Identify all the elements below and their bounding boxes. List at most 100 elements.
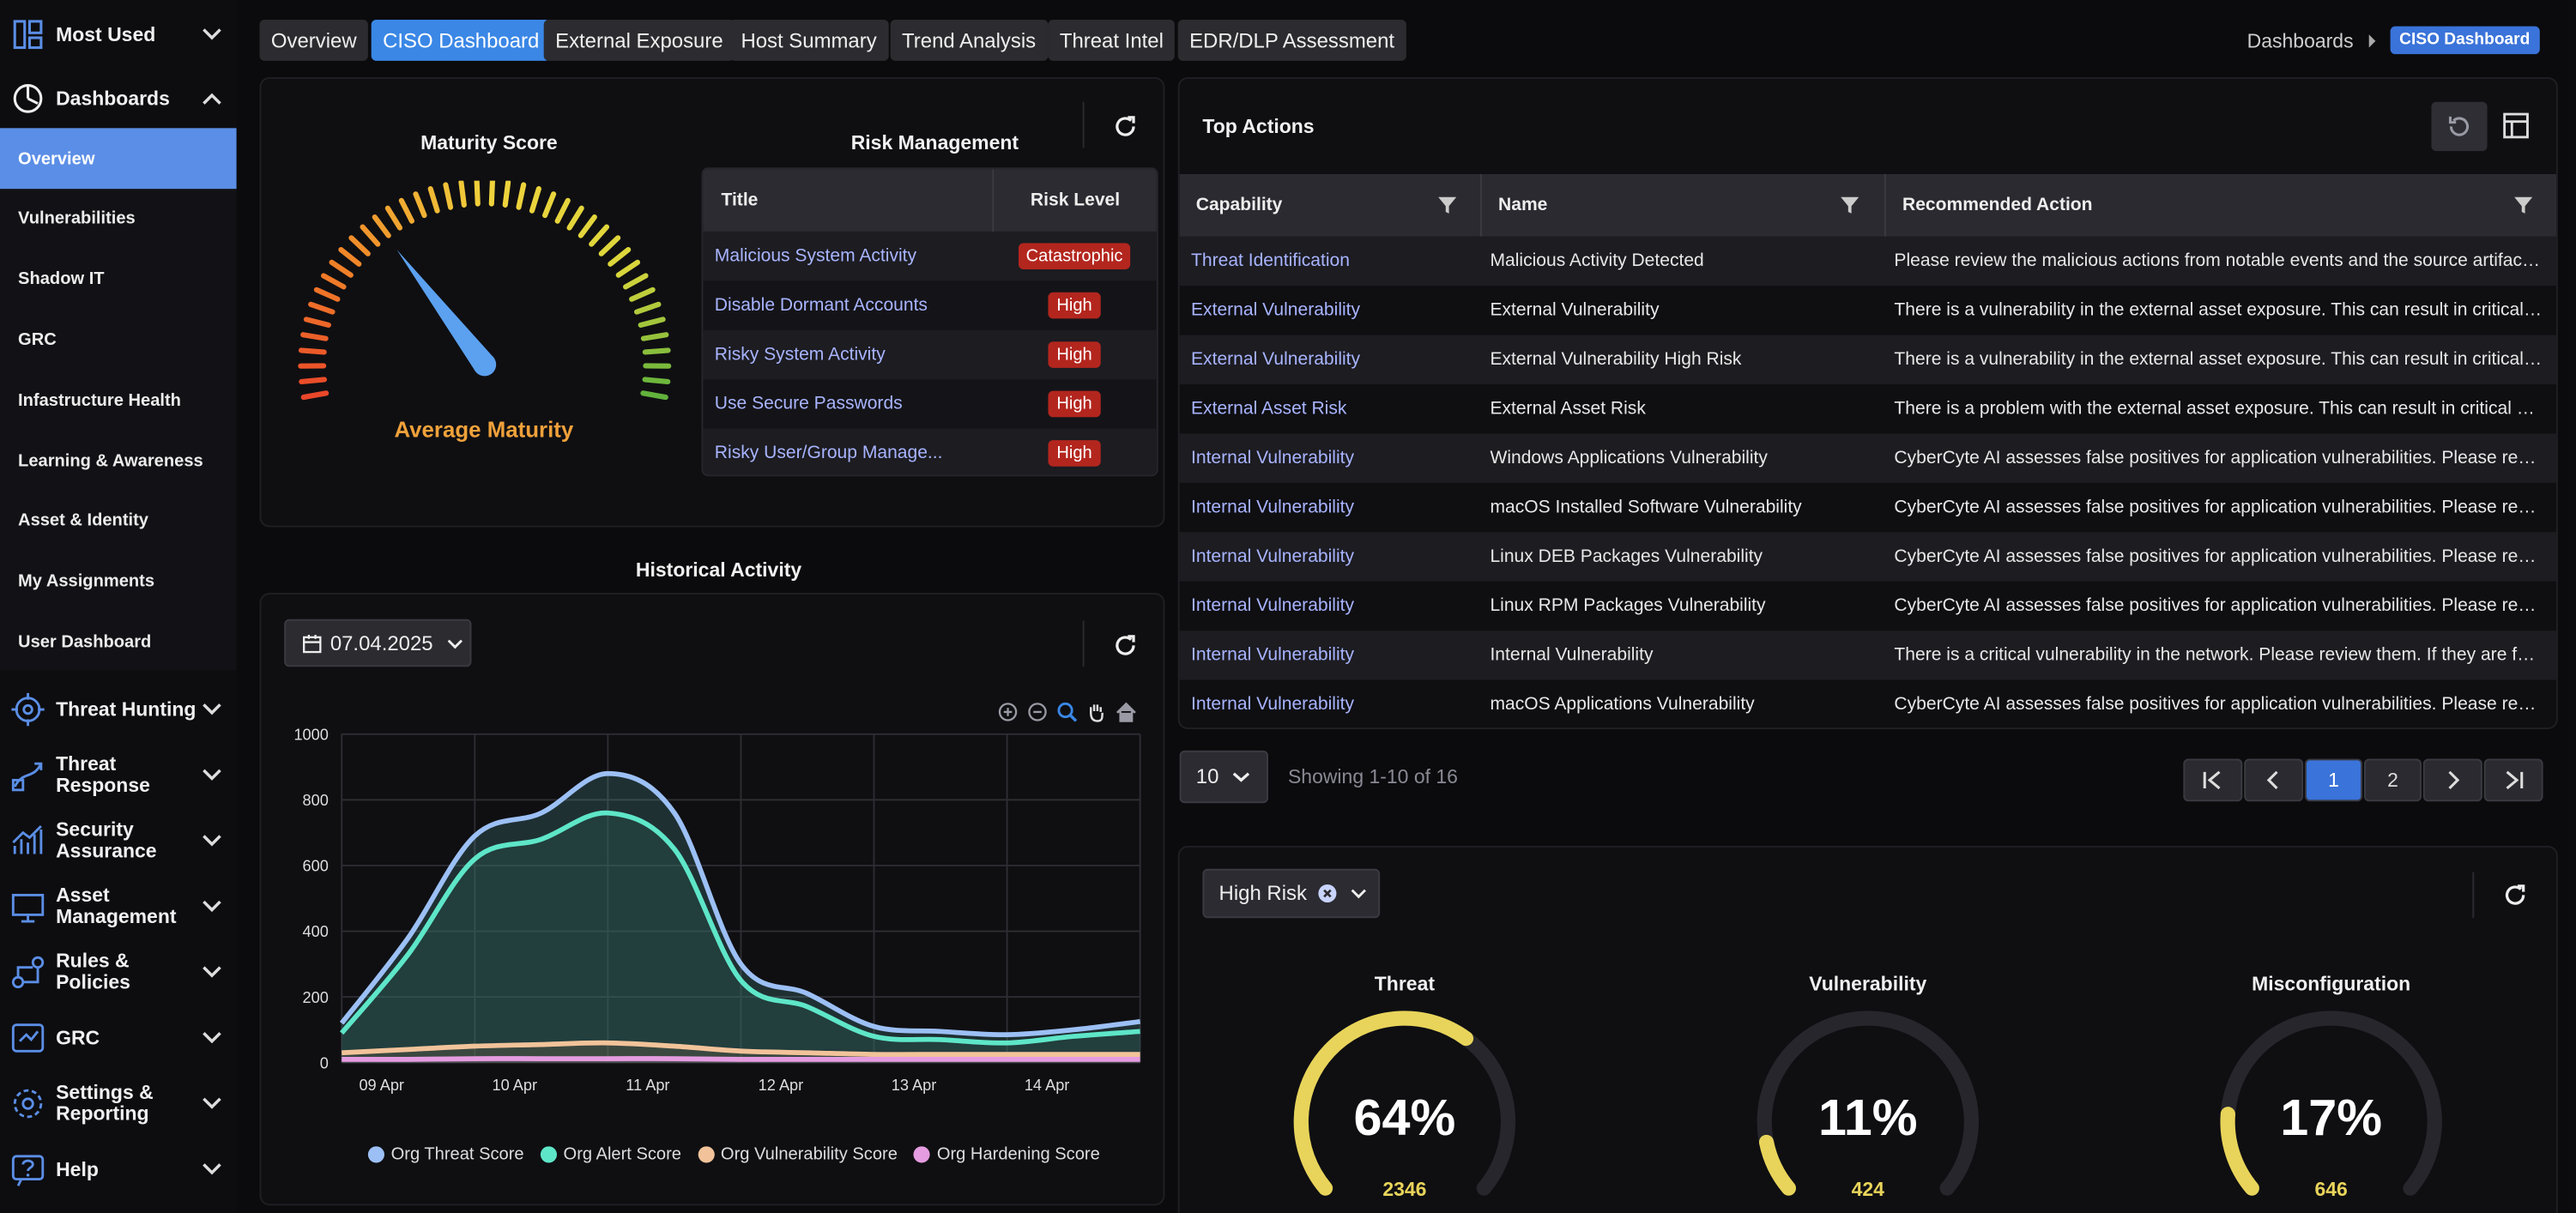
legend-swatch (367, 1146, 384, 1163)
filter-icon[interactable] (1840, 196, 1859, 215)
risk-row-title[interactable]: Malicious System Activity (714, 246, 917, 267)
risk-row-title[interactable]: Risky System Activity (714, 345, 886, 365)
capability-cell[interactable]: External Vulnerability (1191, 300, 1361, 321)
capability-cell[interactable]: Internal Vulnerability (1191, 694, 1355, 715)
tab-external-exposure[interactable]: External Exposure (543, 19, 735, 61)
home-icon[interactable] (1116, 701, 1137, 722)
risk-row[interactable]: Risky System Activity High (703, 329, 1157, 380)
sidebar-threat-hunting[interactable]: Threat Hunting (0, 686, 237, 733)
page-size-select[interactable]: 10 (1179, 750, 1268, 804)
legend-item[interactable]: Org Vulnerability Score (698, 1144, 898, 1164)
tab-ciso-dashboard[interactable]: CISO Dashboard (371, 19, 551, 61)
table-row[interactable]: Internal Vulnerability macOS Installed So… (1180, 483, 2556, 532)
table-row[interactable]: External Vulnerability External Vulnerabi… (1180, 286, 2556, 335)
recommended-action-cell: CyberCyte AI assesses false positives fo… (1894, 498, 2556, 518)
risk-row[interactable]: Disable Dormant Accounts High (703, 281, 1156, 329)
gauge-title: Vulnerability (1809, 972, 1927, 996)
date-picker[interactable]: 07.04.2025 (284, 619, 472, 667)
refresh-icon[interactable] (1112, 113, 1139, 140)
series-line-2[interactable] (342, 1040, 1140, 1058)
table-row[interactable]: Internal Vulnerability Linux DEB Packages… (1179, 532, 2556, 582)
last-page-button[interactable] (2483, 758, 2543, 802)
risk-row[interactable]: Risky User/Group Manage... High (703, 428, 1157, 475)
table-row[interactable]: Internal Vulnerability Windows Applicatio… (1179, 433, 2556, 483)
zoom-out-icon[interactable] (1027, 701, 1049, 722)
risk-row-title[interactable]: Disable Dormant Accounts (714, 295, 928, 316)
sidebar-item-shadow-it[interactable]: Shadow IT (18, 269, 105, 290)
sidebar-item-asset-identity[interactable]: Asset & Identity (18, 510, 148, 531)
breadcrumb-parent[interactable]: Dashboards (2246, 28, 2354, 52)
prev-page-button[interactable] (2244, 758, 2304, 802)
filter-icon[interactable] (1437, 196, 1457, 215)
refresh-icon[interactable] (2502, 882, 2529, 908)
page-1-button[interactable]: 1 (2305, 758, 2363, 802)
page-2-button[interactable]: 2 (2363, 758, 2422, 802)
capability-cell[interactable]: Internal Vulnerability (1191, 645, 1355, 666)
tab-edr-dlp-assessment[interactable]: EDR/DLP Assessment (1177, 19, 1406, 61)
risk-row[interactable]: Use Secure Passwords High (703, 379, 1156, 428)
recommended-action-cell: Please review the malicious actions from… (1894, 250, 2556, 271)
capability-cell[interactable]: Threat Identification (1191, 250, 1351, 271)
clear-icon[interactable] (1316, 884, 1336, 903)
legend-item[interactable]: Org Threat Score (367, 1144, 524, 1164)
table-row[interactable]: Internal Vulnerability Linux RPM Packages… (1180, 582, 2556, 631)
sidebar-asset-management[interactable]: Asset Management (0, 884, 237, 930)
legend-item[interactable]: Org Alert Score (540, 1144, 681, 1164)
gauge-count[interactable]: 424 (1851, 1177, 1884, 1201)
sidebar-item-user-dashboard[interactable]: User Dashboard (18, 631, 152, 652)
col-risk-level: Risk Level (992, 169, 1156, 232)
risk-row[interactable]: Malicious System Activity Catastrophic (703, 231, 1157, 281)
sidebar-threat-response[interactable]: Threat Response (0, 752, 237, 799)
refresh-icon[interactable] (1112, 632, 1139, 659)
layout-icon[interactable] (2502, 112, 2531, 140)
table-row[interactable]: External Asset Risk External Asset Risk Th… (1180, 384, 2556, 433)
capability-cell[interactable]: Internal Vulnerability (1191, 498, 1355, 518)
risk-row-title[interactable]: Risky User/Group Manage... (714, 443, 943, 463)
gauge-count[interactable]: 646 (2314, 1177, 2348, 1201)
reset-button[interactable] (2431, 101, 2488, 152)
tab-host-summary[interactable]: Host Summary (729, 19, 889, 61)
table-row[interactable]: Internal Vulnerability Internal Vulnerabi… (1179, 631, 2556, 680)
gauge-tick (300, 390, 330, 401)
sidebar-rules-policies[interactable]: Rules & Policies (0, 950, 237, 996)
zoom-select-icon[interactable] (1056, 701, 1078, 722)
sidebar-grc[interactable]: GRC (0, 1015, 237, 1061)
tab-overview[interactable]: Overview (259, 19, 369, 61)
capability-cell[interactable]: Internal Vulnerability (1191, 546, 1355, 567)
risk-filter-select[interactable]: High Risk (1202, 868, 1381, 919)
table-row[interactable]: Internal Vulnerability macOS Applications… (1180, 680, 2556, 729)
capability-cell[interactable]: External Vulnerability (1191, 349, 1361, 370)
gauge-tick (640, 390, 668, 401)
tab-trend-analysis[interactable]: Trend Analysis (890, 19, 1048, 61)
pan-hand-icon[interactable] (1085, 701, 1107, 722)
sidebar-item-overview[interactable]: Overview (0, 128, 237, 190)
filter-icon[interactable] (2513, 196, 2533, 215)
sidebar-item-my-assignments[interactable]: My Assignments (18, 571, 155, 592)
capability-cell[interactable]: External Asset Risk (1191, 399, 1347, 419)
recommended-action-cell: CyberCyte AI assesses false positives fo… (1894, 595, 2556, 616)
sidebar-settings-reporting[interactable]: Settings & Reporting (0, 1081, 237, 1127)
series-line-0[interactable] (339, 770, 1141, 1038)
first-page-button[interactable] (2183, 758, 2243, 802)
sidebar-item-infastructure-health[interactable]: Infastructure Health (18, 390, 181, 411)
sidebar-item-vulnerabilities[interactable]: Vulnerabilities (18, 208, 136, 229)
sidebar-dashboards[interactable]: Dashboards (0, 77, 237, 120)
table-row[interactable]: External Vulnerability External Vulnerabi… (1179, 335, 2556, 384)
tab-threat-intel[interactable]: Threat Intel (1048, 19, 1176, 61)
zoom-in-icon[interactable] (997, 701, 1019, 722)
capability-cell[interactable]: Internal Vulnerability (1191, 448, 1355, 468)
risk-row-title[interactable]: Use Secure Passwords (714, 394, 903, 414)
capability-cell[interactable]: Internal Vulnerability (1191, 595, 1355, 616)
sidebar-item-learning-awareness[interactable]: Learning & Awareness (18, 450, 203, 471)
series-line-1[interactable] (340, 810, 1140, 1046)
sidebar-most-used[interactable]: Most Used (0, 13, 237, 56)
gauge-count[interactable]: 2346 (1382, 1177, 1427, 1201)
sidebar-item-grc[interactable]: GRC (18, 329, 57, 350)
name-cell: Linux DEB Packages Vulnerability (1490, 546, 1763, 567)
table-row[interactable]: Threat Identification Malicious Activity … (1179, 236, 2556, 287)
sidebar-security-assurance[interactable]: Security Assurance (0, 818, 237, 864)
security-assurance-icon (12, 824, 43, 854)
next-page-button[interactable] (2422, 758, 2482, 802)
legend-item[interactable]: Org Hardening Score (914, 1144, 1100, 1164)
sidebar-help[interactable]: Help (0, 1146, 237, 1192)
